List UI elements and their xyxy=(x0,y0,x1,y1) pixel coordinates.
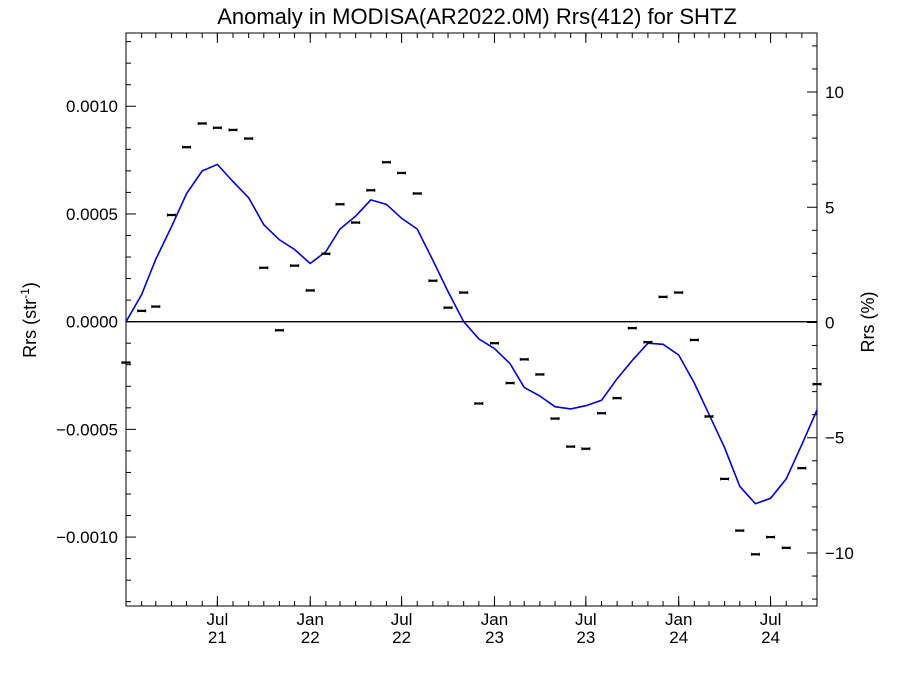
x-tick-year: 24 xyxy=(669,628,688,647)
data-point xyxy=(274,328,284,332)
data-point xyxy=(474,402,484,406)
left-tick-label: −0.0010 xyxy=(56,528,118,547)
right-tick-label: 0 xyxy=(825,313,834,332)
data-point xyxy=(182,145,192,149)
data-point xyxy=(750,552,760,556)
anomaly-points xyxy=(121,121,822,556)
right-axis: 10 5 0 −5 −10 xyxy=(807,83,854,563)
data-point xyxy=(228,128,238,132)
x-tick-year: 24 xyxy=(761,628,780,647)
data-point xyxy=(627,326,637,330)
right-tick-label: 10 xyxy=(825,83,844,102)
data-point xyxy=(581,447,591,451)
data-point xyxy=(321,252,331,256)
data-point xyxy=(689,338,699,342)
data-point xyxy=(489,341,499,345)
right-axis-label: Rrs (%) xyxy=(858,292,878,353)
chart-title: Anomaly in MODISA(AR2022.0M) Rrs(412) fo… xyxy=(217,4,737,29)
data-point xyxy=(166,213,176,217)
x-tick-month: Jan xyxy=(665,610,692,629)
data-point xyxy=(366,188,376,192)
left-tick-label: 0.0000 xyxy=(66,313,118,332)
data-point xyxy=(212,126,222,130)
plot-frame xyxy=(125,32,818,607)
data-point xyxy=(596,411,606,415)
data-point xyxy=(781,546,791,550)
left-axis-label-close: ) xyxy=(20,282,40,288)
x-tick-month: Jul xyxy=(575,610,597,629)
x-tick-month: Jul xyxy=(760,610,782,629)
left-tick-label: 0.0010 xyxy=(66,97,118,116)
left-axis-label-superscript: -1 xyxy=(18,288,32,299)
data-point xyxy=(305,288,315,292)
right-tick-label: −10 xyxy=(825,544,854,563)
data-point xyxy=(412,191,422,195)
x-tick-year: 21 xyxy=(208,628,227,647)
left-tick-label: −0.0005 xyxy=(56,420,118,439)
x-tick-month: Jul xyxy=(206,610,228,629)
data-point xyxy=(566,445,576,449)
right-tick-label: −5 xyxy=(825,429,844,448)
left-tick-label: 0.0005 xyxy=(66,205,118,224)
data-point xyxy=(151,305,161,309)
data-point xyxy=(121,361,131,365)
data-point xyxy=(505,381,515,385)
data-point xyxy=(674,291,684,295)
data-point xyxy=(381,160,391,164)
data-point xyxy=(519,357,529,361)
x-tick-month: Jan xyxy=(297,610,324,629)
data-point xyxy=(290,264,300,268)
data-point xyxy=(335,202,345,206)
data-point xyxy=(428,279,438,283)
data-point xyxy=(704,414,714,418)
data-point xyxy=(397,171,407,175)
data-point xyxy=(197,121,207,125)
data-point xyxy=(658,295,668,299)
data-point xyxy=(535,372,545,376)
right-tick-label: 5 xyxy=(825,198,834,217)
data-point xyxy=(443,306,453,310)
data-point xyxy=(720,477,730,481)
data-point xyxy=(612,396,622,400)
left-axis-label-main: Rrs (str xyxy=(20,299,40,358)
data-point xyxy=(259,266,269,270)
x-tick-year: 22 xyxy=(301,628,320,647)
data-point xyxy=(766,535,776,539)
left-axis: 0.0010 0.0005 0.0000 −0.0005 −0.0010 xyxy=(56,97,136,547)
data-point xyxy=(550,417,560,421)
minor-ticks xyxy=(126,33,817,606)
x-tick-year: 23 xyxy=(576,628,595,647)
data-point xyxy=(643,340,653,344)
data-point xyxy=(244,137,254,141)
data-point xyxy=(797,466,807,470)
x-tick-month: Jul xyxy=(391,610,413,629)
x-tick-month: Jan xyxy=(481,610,508,629)
data-point xyxy=(459,291,469,295)
smoothed-series-line xyxy=(125,163,818,505)
data-point xyxy=(137,309,147,313)
x-tick-year: 23 xyxy=(485,628,504,647)
plot-border xyxy=(125,32,818,607)
left-axis-label: Rrs (str-1) xyxy=(18,282,40,358)
data-point xyxy=(351,221,361,225)
x-tick-year: 22 xyxy=(392,628,411,647)
data-point xyxy=(812,382,822,386)
data-point xyxy=(735,529,745,533)
